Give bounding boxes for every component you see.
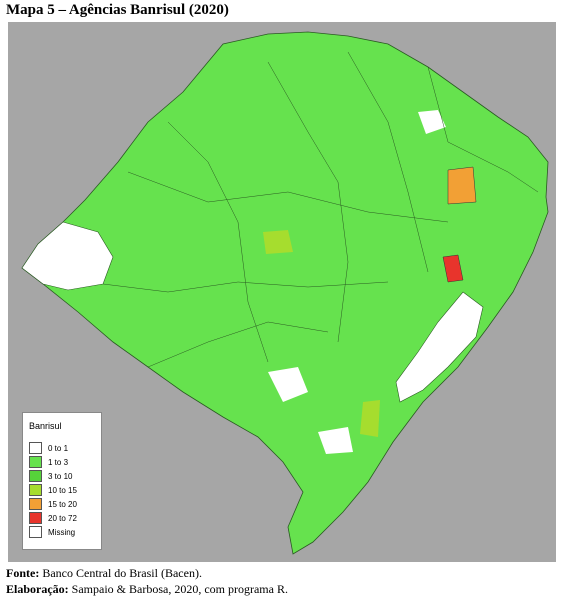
region-10-15 — [360, 400, 380, 437]
legend-swatch — [29, 470, 42, 482]
legend-label: 0 to 1 — [48, 443, 69, 453]
region-10-15 — [263, 230, 293, 254]
legend-entry: 0 to 1 — [29, 441, 101, 455]
missing-patch — [418, 110, 446, 134]
legend-swatch — [29, 442, 42, 454]
legend-label: 3 to 10 — [48, 471, 73, 481]
source-text: Banco Central do Brasil (Bacen). — [42, 566, 202, 580]
legend-entry: 10 to 15 — [29, 483, 101, 497]
legend-label: 15 to 20 — [48, 499, 77, 509]
missing-patch — [318, 427, 353, 454]
missing-patch — [268, 367, 308, 402]
legend-label: 1 to 3 — [48, 457, 69, 467]
legend-entry: 20 to 72 — [29, 511, 101, 525]
credit-text: Sampaio & Barbosa, 2020, com programa R. — [71, 582, 288, 596]
region-15-20 — [447, 166, 477, 205]
region-20-72 — [442, 254, 464, 283]
legend: Banrisul 0 to 1 1 to 3 3 to 10 10 to 15 15 t… — [22, 412, 102, 550]
legend-swatch — [29, 484, 42, 496]
legend-entry: 3 to 10 — [29, 469, 101, 483]
legend-entry: Missing — [29, 525, 101, 539]
credit-line: Elaboração: Sampaio & Barbosa, 2020, com… — [6, 582, 288, 597]
legend-swatch — [29, 498, 42, 510]
map-title: Mapa 5 – Agências Banrisul (2020) — [6, 2, 229, 18]
municipality-borders — [102, 51, 539, 368]
legend-swatch — [29, 456, 42, 468]
source-line: Fonte: Banco Central do Brasil (Bacen). — [6, 566, 202, 581]
credit-label: Elaboração: — [6, 582, 69, 596]
missing-lagoon — [395, 291, 484, 403]
legend-swatch — [29, 512, 42, 524]
legend-title: Banrisul — [29, 421, 62, 431]
legend-label: Missing — [48, 527, 76, 537]
legend-label: 10 to 15 — [48, 485, 77, 495]
source-label: Fonte: — [6, 566, 40, 580]
legend-swatch — [29, 526, 42, 538]
legend-entry: 15 to 20 — [29, 497, 101, 511]
missing-west — [21, 221, 114, 291]
legend-label: 20 to 72 — [48, 513, 77, 523]
state-shape — [21, 31, 549, 555]
legend-entry: 1 to 3 — [29, 455, 101, 469]
